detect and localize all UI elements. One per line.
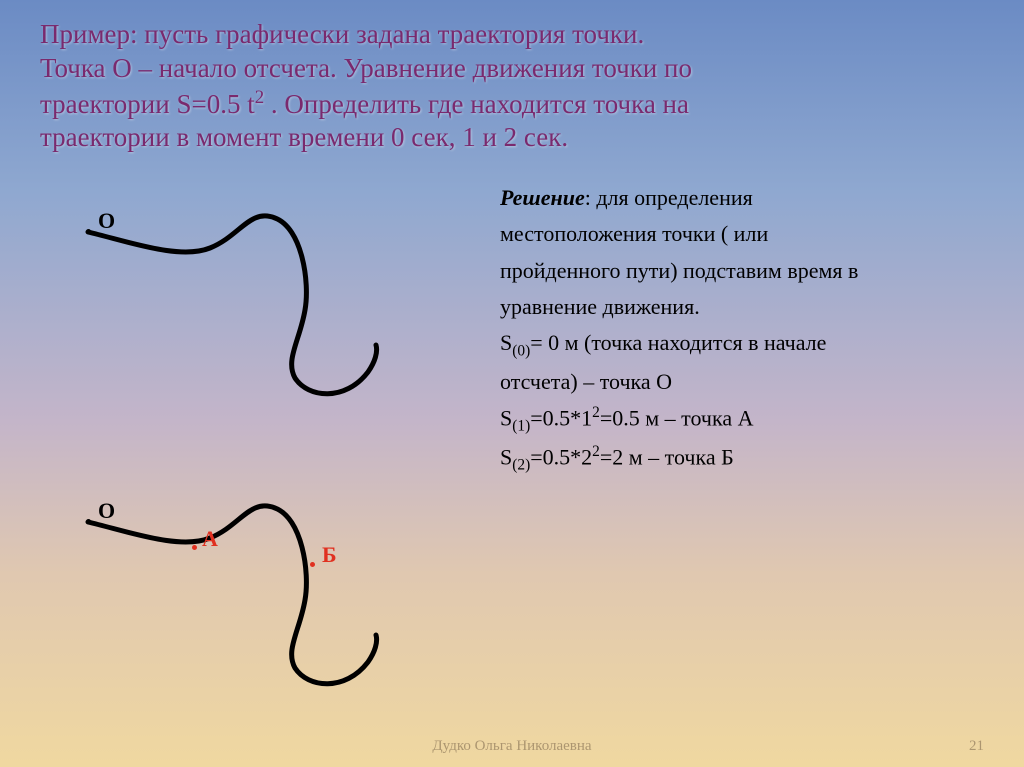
point-dot-b [310,562,315,567]
sol-l5b: = 0 м (точка находится в начале [530,330,826,355]
trajectory-curve-2 [70,490,430,710]
title-line-4: траектории в момент времени 0 сек, 1 и 2… [40,121,984,155]
sol-l7sup: 2 [592,404,600,421]
solution-line-6: отсчета) – точка О [500,364,990,400]
footer-page-number: 21 [969,738,984,755]
solution-line-2: местоположения точки ( или [500,216,990,252]
title-l3b: . Определить где находится точка на [264,89,689,119]
title-block: Пример: пусть графически задана траектор… [0,0,1024,165]
sol-l5a: S [500,330,512,355]
sol-l7b: =0.5*1 [530,406,592,431]
title-line-3: траектории S=0.5 t2 . Определить где нах… [40,86,984,122]
footer-author: Дудко Ольга Николаевна [0,738,1024,755]
diagram-area: О О А Б [70,200,470,700]
sol-l5sub: (0) [512,343,530,360]
title-l3-exp: 2 [255,87,264,108]
sol-l7sub: (1) [512,418,530,435]
point-dot-a [192,545,197,550]
title-line-2: Точка О – начало отсчета. Уравнение движ… [40,52,984,86]
title-line-1: Пример: пусть графически задана траектор… [40,18,984,52]
sol-l1: : для определения [585,185,753,210]
point-dot-o2 [86,519,91,524]
solution-line-3: пройденного пути) подставим время в [500,253,990,289]
trajectory-curve-1 [70,200,430,420]
solution-line-7: S(1)=0.5*12=0.5 м – точка А [500,400,990,439]
solution-line-8: S(2)=0.5*22=2 м – точка Б [500,439,990,478]
solution-heading: Решение [500,185,585,210]
point-label-a: А [202,526,218,552]
sol-l7a: S [500,406,512,431]
point-label-o1: О [98,208,115,234]
point-label-b: Б [322,542,337,568]
sol-l8a: S [500,445,512,470]
sol-l7c: =0.5 м – точка А [600,406,754,431]
solution-block: Решение: для определения местоположения … [500,180,990,479]
sol-l8sup: 2 [592,443,600,460]
point-label-o2: О [98,498,115,524]
solution-line-4: уравнение движения. [500,289,990,325]
sol-l8b: =0.5*2 [530,445,592,470]
title-l3a: траектории S=0.5 t [40,89,255,119]
solution-line-1: Решение: для определения [500,180,990,216]
solution-line-5: S(0)= 0 м (точка находится в начале [500,325,990,364]
sol-l8c: =2 м – точка Б [600,445,734,470]
sol-l8sub: (2) [512,457,530,474]
point-dot-o1 [86,229,91,234]
